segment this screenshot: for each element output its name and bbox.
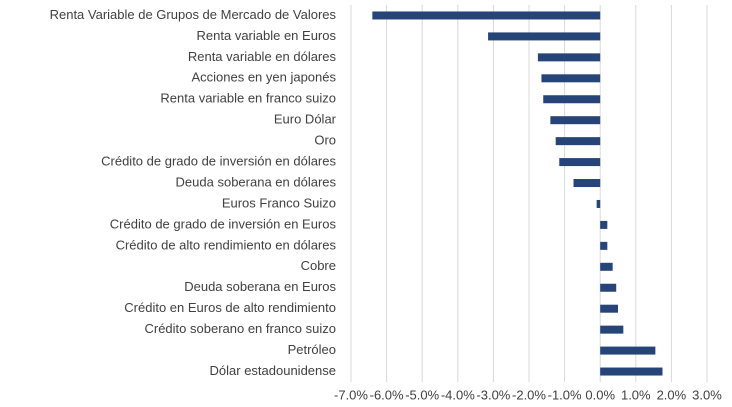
y-tick-label: Renta variable en franco suizo xyxy=(160,91,336,106)
bar xyxy=(550,116,601,125)
bar xyxy=(600,220,608,229)
x-tick-label: 1.0% xyxy=(621,387,651,402)
x-tick-label: -3.0% xyxy=(476,387,510,402)
bar xyxy=(372,11,601,20)
bar xyxy=(600,262,613,271)
y-tick-label: Deuda soberana en dólares xyxy=(176,174,337,189)
y-tick-label: Crédito de grado de inversión en Euros xyxy=(110,216,337,231)
y-tick-label: Euro Dólar xyxy=(274,112,337,127)
y-tick-label: Petróleo xyxy=(288,342,336,357)
y-tick-label: Crédito en Euros de alto rendimiento xyxy=(124,300,336,315)
bar xyxy=(543,95,601,104)
y-tick-label: Cobre xyxy=(301,258,336,273)
bar xyxy=(600,346,656,355)
y-tick-label: Crédito de grado de inversión en dólares xyxy=(101,154,336,169)
bar xyxy=(596,199,601,208)
x-tick-label: -2.0% xyxy=(512,387,546,402)
bar xyxy=(600,367,663,376)
y-tick-label: Renta variable en dólares xyxy=(188,49,337,64)
bar xyxy=(537,53,601,62)
bar xyxy=(573,179,601,188)
x-tick-label: 2.0% xyxy=(657,387,687,402)
x-tick-label: 0.0% xyxy=(585,387,615,402)
y-tick-label: Crédito de alto rendimiento en dólares xyxy=(116,237,337,252)
y-tick-label: Acciones en yen japonés xyxy=(191,70,336,85)
bar xyxy=(559,158,601,167)
x-tick-label: -4.0% xyxy=(441,387,475,402)
x-tick-label: -6.0% xyxy=(370,387,404,402)
bar xyxy=(600,325,624,334)
x-tick-label: -7.0% xyxy=(334,387,368,402)
y-tick-label: Renta Variable de Grupos de Mercado de V… xyxy=(50,7,337,22)
y-tick-label: Euros Franco Suizo xyxy=(222,195,336,210)
x-tick-label: -1.0% xyxy=(548,387,582,402)
bar xyxy=(555,137,601,146)
bar xyxy=(541,74,601,83)
x-tick-label: -5.0% xyxy=(405,387,439,402)
bar xyxy=(600,241,608,250)
y-tick-label: Oro xyxy=(314,133,336,148)
y-tick-label: Dólar estadounidense xyxy=(210,363,336,378)
bar xyxy=(488,32,601,41)
x-tick-label: 3.0% xyxy=(692,387,722,402)
y-tick-label: Renta variable en Euros xyxy=(197,28,337,43)
bar xyxy=(600,304,618,313)
y-tick-label: Crédito soberano en franco suizo xyxy=(144,321,336,336)
bar xyxy=(600,283,617,292)
y-tick-label: Deuda soberana en Euros xyxy=(184,279,336,294)
